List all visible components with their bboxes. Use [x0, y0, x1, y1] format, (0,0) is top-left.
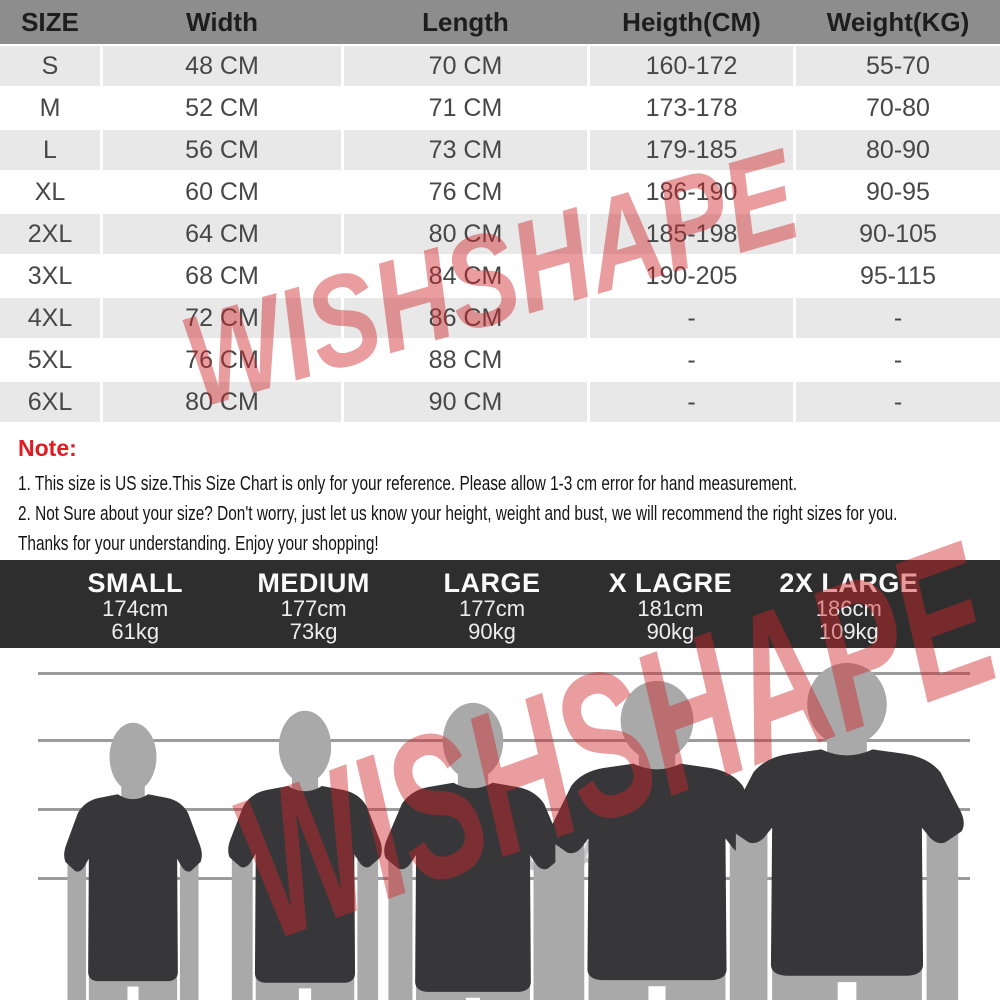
banner-size-label: SMALL	[87, 568, 183, 598]
table-row: 5XL 76 CM 88 CM - -	[0, 340, 1000, 380]
size-table: SIZE Width Length Heigth(CM) Weight(KG) …	[0, 0, 1000, 422]
height-cell: 186-190	[590, 172, 793, 212]
banner-item-large: LARGE 177cm 90kg	[403, 569, 581, 648]
banner-size-label: 2X LARGE	[779, 568, 919, 598]
length-cell: 73 CM	[344, 130, 587, 170]
height-cell: 185-198	[590, 214, 793, 254]
banner-weight-value: 73kg	[289, 619, 338, 644]
height-cell: -	[590, 340, 793, 380]
col-header-height: Heigth(CM)	[622, 6, 761, 37]
banner-height-value: 177cm	[280, 596, 347, 621]
note-line-3: Thanks for your understanding. Enjoy you…	[18, 532, 379, 555]
height-ruler-line	[38, 739, 970, 742]
figure-silhouette-small	[64, 722, 202, 1000]
banner-item-2xlarge: 2X LARGE 186cm 109kg	[760, 569, 938, 648]
note-line-2: 2. Not Sure about your size? Don't worry…	[18, 502, 898, 525]
banner-height-value: 177cm	[458, 596, 526, 621]
size-table-header-row: SIZE Width Length Heigth(CM) Weight(KG)	[0, 0, 1000, 44]
banner-weight-value: 61kg	[111, 619, 160, 644]
weight-cell: 55-70	[796, 46, 1000, 86]
size-cell: L	[0, 130, 100, 170]
length-cell: 80 CM	[344, 214, 587, 254]
size-cell: 3XL	[0, 256, 100, 296]
size-cell: 4XL	[0, 298, 100, 338]
banner-height-value: 181cm	[637, 596, 704, 621]
height-cell: 160-172	[590, 46, 793, 86]
weight-cell: 95-115	[796, 256, 1000, 296]
banner-size-label: X LAGRE	[608, 568, 733, 598]
size-cell: S	[0, 46, 100, 86]
table-row: XL 60 CM 76 CM 186-190 90-95	[0, 172, 1000, 212]
model-size-banner: SMALL 174cm 61kg MEDIUM 177cm 73kg LARGE…	[0, 560, 1000, 648]
table-row: 3XL 68 CM 84 CM 190-205 95-115	[0, 256, 1000, 296]
height-ruler-line	[38, 672, 970, 675]
weight-cell: 80-90	[796, 130, 1000, 170]
notes-title: Note:	[18, 435, 77, 461]
width-cell: 80 CM	[103, 382, 341, 422]
width-cell: 60 CM	[103, 172, 341, 212]
width-cell: 48 CM	[103, 46, 341, 86]
weight-cell: -	[796, 340, 1000, 380]
banner-item-xlarge: X LAGRE 181cm 90kg	[581, 569, 759, 648]
width-cell: 68 CM	[103, 256, 341, 296]
banner-height-value: 186cm	[815, 596, 882, 621]
width-cell: 64 CM	[103, 214, 341, 254]
width-cell: 76 CM	[103, 340, 341, 380]
length-cell: 76 CM	[344, 172, 587, 212]
weight-cell: 90-105	[796, 214, 1000, 254]
banner-item-medium: MEDIUM 177cm 73kg	[224, 569, 402, 648]
length-cell: 86 CM	[344, 298, 587, 338]
size-cell: 2XL	[0, 214, 100, 254]
weight-cell: 90-95	[796, 172, 1000, 212]
size-cell: XL	[0, 172, 100, 212]
banner-weight-value: 109kg	[818, 619, 879, 644]
weight-cell: 70-80	[796, 88, 1000, 128]
width-cell: 56 CM	[103, 130, 341, 170]
note-line-1: 1. This size is US size.This Size Chart …	[18, 472, 798, 495]
length-cell: 71 CM	[344, 88, 587, 128]
table-row: 6XL 80 CM 90 CM - -	[0, 382, 1000, 422]
size-cell: M	[0, 88, 100, 128]
table-row: 2XL 64 CM 80 CM 185-198 90-105	[0, 214, 1000, 254]
notes-section: Note: 1. This size is US size.This Size …	[18, 435, 998, 559]
weight-cell: -	[796, 382, 1000, 422]
height-cell: 173-178	[590, 88, 793, 128]
height-cell: 190-205	[590, 256, 793, 296]
banner-height-value: 174cm	[102, 596, 169, 621]
model-silhouettes	[64, 662, 964, 1000]
size-cell: 6XL	[0, 382, 100, 422]
length-cell: 84 CM	[344, 256, 587, 296]
height-cell: 179-185	[590, 130, 793, 170]
width-cell: 72 CM	[103, 298, 341, 338]
col-header-length: Length	[422, 6, 509, 37]
figure-silhouette-xlarge	[550, 680, 764, 1000]
height-cell: -	[590, 382, 793, 422]
banner-weight-value: 90kg	[646, 619, 695, 644]
col-header-size: SIZE	[21, 6, 79, 37]
length-cell: 90 CM	[344, 382, 587, 422]
table-row: M 52 CM 71 CM 173-178 70-80	[0, 88, 1000, 128]
height-lineup-section: T-SHIRT COMPANY.	[0, 648, 1000, 1000]
banner-weight-value: 90kg	[468, 619, 516, 644]
col-header-weight: Weight(KG)	[826, 6, 970, 37]
col-header-width: Width	[186, 6, 258, 37]
length-cell: 88 CM	[344, 340, 587, 380]
weight-cell: -	[796, 298, 1000, 338]
height-cell: -	[590, 298, 793, 338]
figure-silhouette-large	[384, 702, 562, 1000]
banner-item-small: SMALL 174cm 61kg	[46, 569, 224, 648]
table-row: S 48 CM 70 CM 160-172 55-70	[0, 46, 1000, 86]
size-cell: 5XL	[0, 340, 100, 380]
table-row: L 56 CM 73 CM 179-185 80-90	[0, 130, 1000, 170]
table-row: 4XL 72 CM 86 CM - -	[0, 298, 1000, 338]
length-cell: 70 CM	[344, 46, 587, 86]
banner-size-label: LARGE	[443, 568, 541, 598]
figure-silhouette-medium	[228, 710, 382, 1000]
figure-silhouette-2xlarge	[730, 662, 964, 1000]
width-cell: 52 CM	[103, 88, 341, 128]
banner-size-label: MEDIUM	[257, 568, 370, 598]
